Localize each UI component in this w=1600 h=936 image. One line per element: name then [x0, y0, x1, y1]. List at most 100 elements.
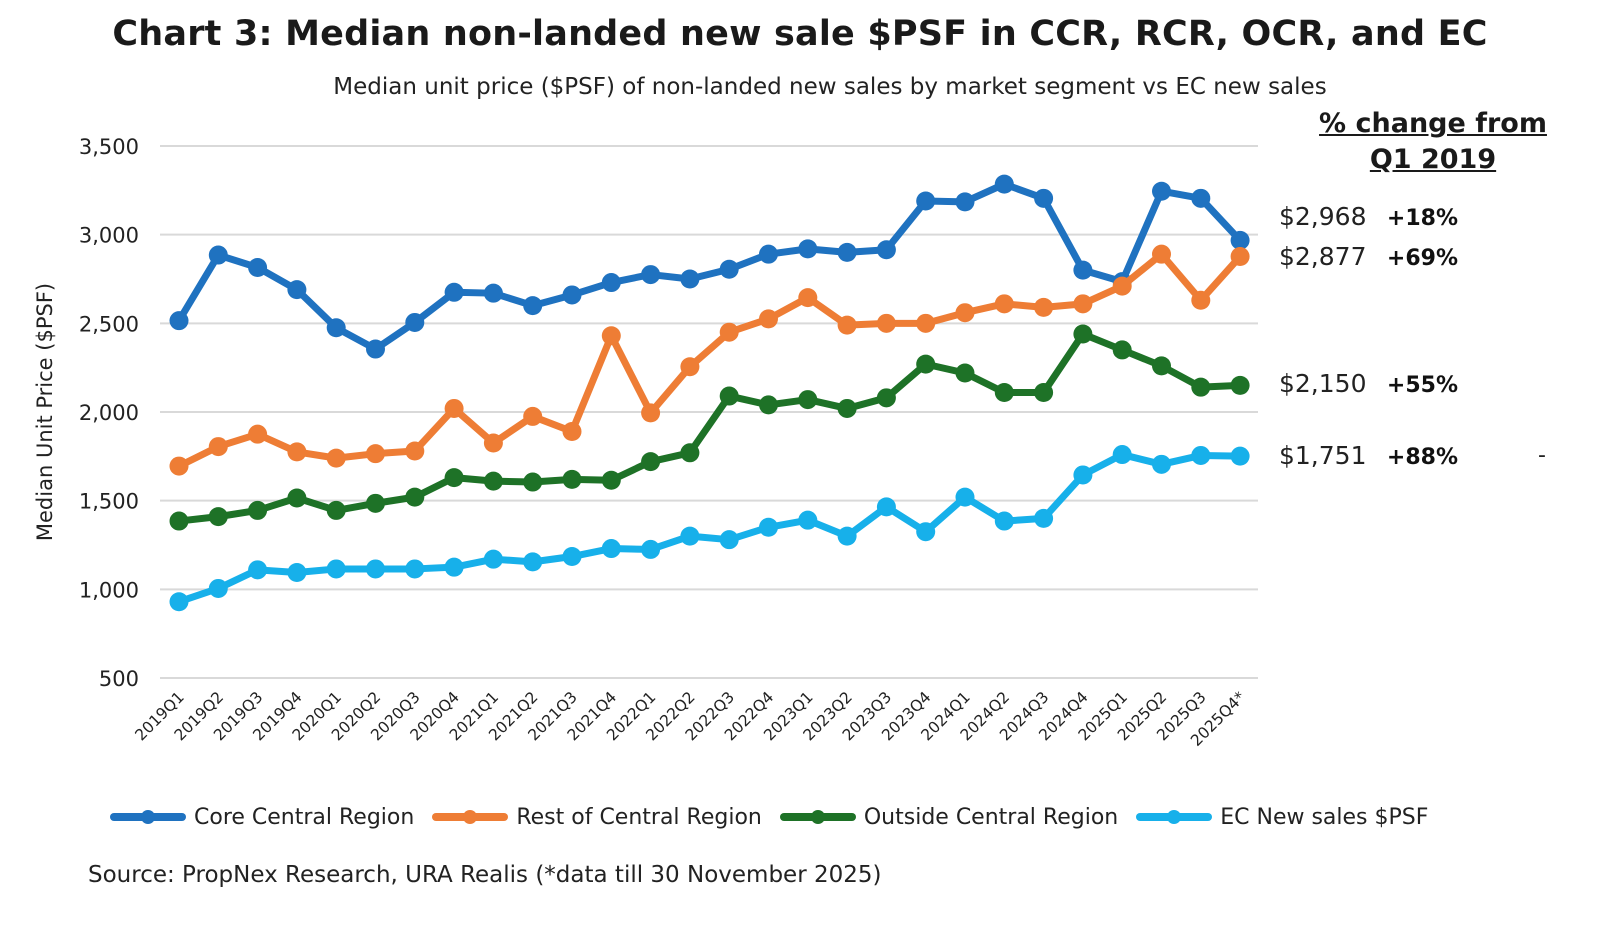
legend-item: Rest of Central Region — [432, 805, 762, 830]
legend-label: Outside Central Region — [863, 804, 1119, 830]
series-line-outside-central-region — [175, 330, 1244, 525]
data-point-core-central-region — [798, 239, 818, 259]
percent-change-label: +88% — [1387, 445, 1458, 470]
data-point-outside-central-region — [680, 443, 700, 463]
data-point-outside-central-region — [837, 398, 857, 418]
data-point-ec-new-sales-psf — [287, 562, 307, 582]
data-point-ec-new-sales-psf — [523, 552, 543, 572]
data-point-ec-new-sales-psf — [994, 511, 1014, 531]
legend-item: Core Central Region — [110, 805, 414, 830]
y-tick-label: 3,000 — [79, 224, 139, 248]
end-value-label: $1,751 — [1279, 441, 1366, 470]
y-axis-label: Median Unit Price ($PSF) — [33, 283, 57, 541]
data-point-core-central-region — [1152, 181, 1171, 201]
data-point-rest-of-central-region — [876, 313, 896, 333]
data-point-ec-new-sales-psf — [444, 557, 464, 577]
data-point-ec-new-sales-psf — [248, 560, 268, 580]
data-point-rest-of-central-region — [366, 444, 385, 464]
data-point-ec-new-sales-psf — [169, 592, 189, 612]
x-axis-ticks: 2019Q12019Q22019Q32019Q42020Q12020Q22020… — [132, 688, 1249, 750]
chart-title: Chart 3: Median non-landed new sale $PSF… — [112, 14, 1488, 54]
series-line-core-central-region — [175, 180, 1244, 353]
data-point-rest-of-central-region — [1034, 297, 1054, 317]
end-value-label: $2,150 — [1279, 369, 1366, 398]
data-point-outside-central-region — [719, 386, 739, 406]
chart-subtitle: Median unit price ($PSF) of non-landed n… — [333, 74, 1327, 100]
data-point-ec-new-sales-psf — [759, 517, 778, 537]
data-point-ec-new-sales-psf — [1152, 454, 1171, 474]
data-point-outside-central-region — [601, 470, 621, 490]
data-point-core-central-region — [837, 242, 857, 262]
grid-layer — [160, 145, 1258, 679]
data-point-outside-central-region — [1073, 324, 1093, 344]
percent-change-label: +55% — [1387, 373, 1458, 398]
y-tick-label: 2,000 — [79, 401, 139, 425]
data-point-outside-central-region — [562, 469, 582, 489]
data-point-rest-of-central-region — [169, 456, 189, 476]
source-note: Source: PropNex Research, URA Realis (*d… — [88, 862, 882, 888]
data-point-core-central-region — [326, 318, 346, 338]
legend-swatch — [1136, 810, 1213, 824]
data-point-rest-of-central-region — [1073, 294, 1093, 314]
data-point-rest-of-central-region — [680, 357, 700, 377]
data-point-core-central-region — [876, 240, 896, 260]
y-tick-label: 3,500 — [79, 135, 139, 159]
series-line-rest-of-central-region — [175, 250, 1244, 470]
data-point-outside-central-region — [208, 507, 228, 527]
data-point-ec-new-sales-psf — [483, 549, 503, 569]
data-point-core-central-region — [1073, 260, 1093, 280]
data-point-core-central-region — [601, 273, 621, 293]
data-point-core-central-region — [287, 280, 307, 300]
data-point-ec-new-sales-psf — [601, 539, 621, 559]
data-point-ec-new-sales-psf — [837, 526, 857, 546]
data-point-outside-central-region — [326, 500, 346, 520]
chart-legend: Core Central Region Rest of Central Regio… — [110, 800, 1446, 834]
data-point-core-central-region — [483, 283, 503, 303]
data-point-ec-new-sales-psf — [1073, 465, 1093, 485]
y-tick-label: 2,500 — [79, 312, 139, 336]
data-point-ec-new-sales-psf — [916, 522, 936, 542]
data-point-rest-of-central-region — [994, 294, 1014, 314]
data-point-outside-central-region — [169, 511, 189, 531]
data-point-core-central-region — [562, 285, 582, 305]
data-point-rest-of-central-region — [1191, 290, 1211, 310]
data-point-outside-central-region — [1034, 382, 1054, 402]
data-point-outside-central-region — [1112, 340, 1132, 360]
data-point-outside-central-region — [798, 390, 818, 410]
stray-mark: - — [1538, 443, 1546, 468]
data-point-rest-of-central-region — [1112, 276, 1132, 296]
data-point-rest-of-central-region — [837, 315, 857, 335]
data-point-outside-central-region — [1230, 375, 1250, 395]
data-point-ec-new-sales-psf — [798, 510, 818, 530]
data-point-outside-central-region — [444, 468, 464, 488]
data-point-ec-new-sales-psf — [326, 559, 346, 579]
data-point-rest-of-central-region — [483, 433, 503, 453]
data-point-outside-central-region — [1152, 356, 1171, 376]
data-point-ec-new-sales-psf — [680, 526, 700, 546]
data-point-core-central-region — [1034, 188, 1054, 208]
data-point-rest-of-central-region — [955, 303, 975, 323]
data-point-core-central-region — [916, 191, 936, 211]
data-point-ec-new-sales-psf — [405, 559, 425, 579]
data-point-outside-central-region — [405, 487, 425, 507]
data-point-outside-central-region — [641, 452, 661, 472]
data-point-rest-of-central-region — [759, 309, 778, 329]
data-point-rest-of-central-region — [798, 288, 818, 308]
data-point-core-central-region — [1191, 188, 1211, 208]
data-point-core-central-region — [208, 245, 228, 265]
data-point-outside-central-region — [916, 354, 936, 374]
data-point-outside-central-region — [483, 471, 503, 491]
data-point-core-central-region — [444, 282, 464, 302]
legend-label: Core Central Region — [194, 804, 415, 830]
data-point-outside-central-region — [759, 395, 778, 415]
data-point-core-central-region — [759, 244, 778, 264]
y-tick-label: 500 — [99, 667, 139, 691]
data-point-core-central-region — [523, 296, 543, 316]
data-point-core-central-region — [366, 339, 385, 359]
data-point-rest-of-central-region — [523, 406, 543, 426]
data-point-core-central-region — [1230, 230, 1250, 250]
y-tick-label: 1,500 — [79, 490, 139, 514]
data-point-rest-of-central-region — [719, 322, 739, 342]
data-point-ec-new-sales-psf — [876, 497, 896, 517]
data-point-outside-central-region — [248, 500, 268, 520]
